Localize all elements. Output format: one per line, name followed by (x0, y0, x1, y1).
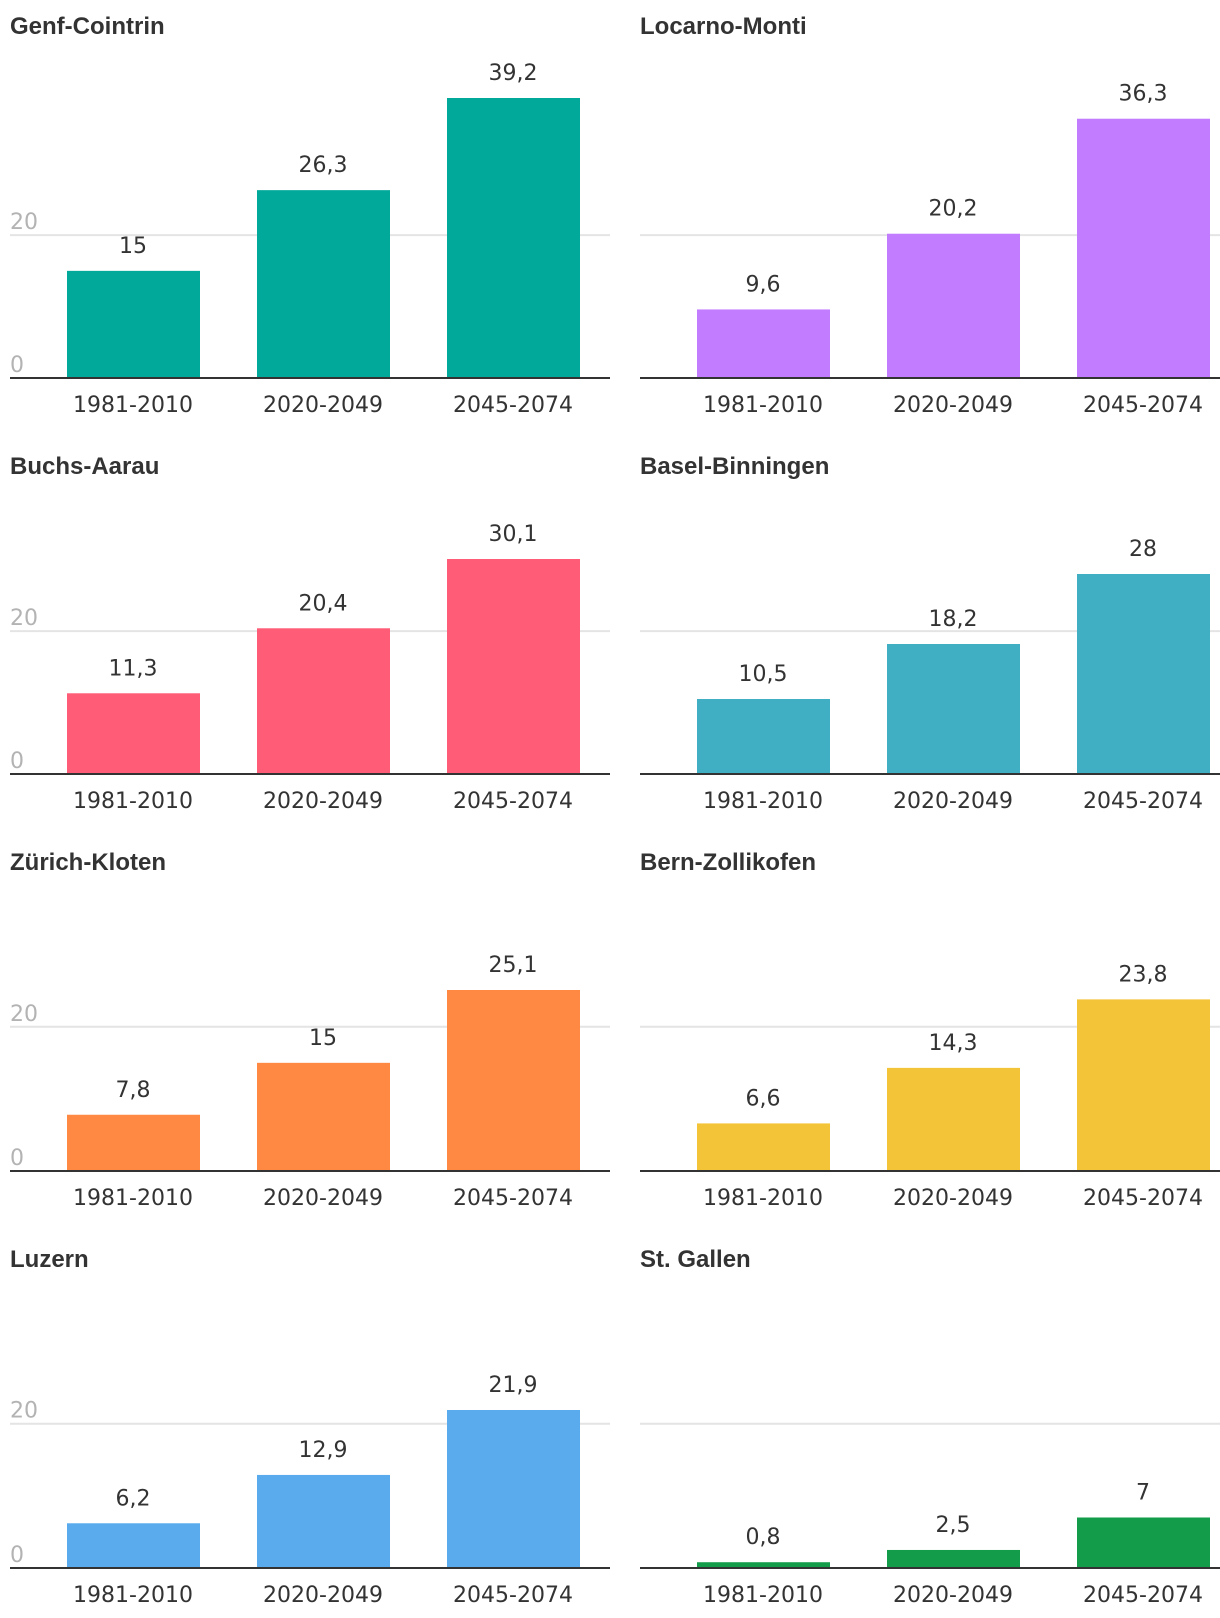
x-tick-label: 2020-2049 (263, 789, 383, 814)
panel-title: Genf-Cointrin (10, 13, 165, 40)
chart-panel-6: Bern-Zollikofen 6,6 1981-2010 14,3 2020-2049… (640, 849, 1220, 1211)
x-tick-label: 1981-2010 (73, 1186, 193, 1211)
bar-2020-2049 (887, 233, 1020, 378)
x-tick-label: 2045-2074 (1083, 1583, 1203, 1608)
x-tick-label: 2045-2074 (1083, 789, 1203, 814)
x-tick-label: 2020-2049 (263, 393, 383, 418)
y-tick-label: 20 (10, 606, 38, 631)
bar-2020-2049 (887, 1549, 1020, 1568)
x-tick-label: 2020-2049 (263, 1583, 383, 1608)
bar-2045-2074 (447, 559, 580, 774)
x-tick-label: 2045-2074 (453, 393, 573, 418)
bar-1981-2010 (67, 270, 200, 378)
x-tick-label: 2045-2074 (1083, 393, 1203, 418)
data-label: 21,9 (489, 1373, 538, 1398)
panel-title: Luzern (10, 1246, 89, 1273)
data-label: 15 (309, 1026, 337, 1051)
x-tick-label: 2045-2074 (453, 1583, 573, 1608)
bar-2045-2074 (1077, 1517, 1210, 1568)
data-label: 28 (1129, 537, 1157, 562)
x-tick-label: 1981-2010 (703, 1583, 823, 1608)
bar-1981-2010 (67, 1523, 200, 1568)
x-tick-label: 2045-2074 (453, 1186, 573, 1211)
panel-title: Zürich-Kloten (10, 849, 166, 876)
panel-title: Bern-Zollikofen (640, 849, 816, 876)
chart-panel-3: Buchs-Aarau 0 20 11,3 1981-2010 20,4 2020-2049… (10, 453, 610, 814)
panel-title: Basel-Binningen (640, 453, 829, 480)
x-tick-label: 2045-2074 (453, 789, 573, 814)
data-label: 9,6 (746, 272, 781, 297)
data-label: 23,8 (1119, 962, 1168, 987)
bar-2045-2074 (447, 990, 580, 1171)
panel-title: St. Gallen (640, 1246, 751, 1273)
data-label: 30,1 (489, 522, 538, 547)
x-tick-label: 2020-2049 (893, 393, 1013, 418)
x-tick-label: 2020-2049 (893, 1583, 1013, 1608)
y-tick-label: 20 (10, 210, 38, 235)
x-tick-label: 1981-2010 (73, 1583, 193, 1608)
data-label: 26,3 (299, 153, 348, 178)
bar-2045-2074 (1077, 574, 1210, 774)
chart-panel-5: Zürich-Kloten 0 20 7,8 1981-2010 15 2020-2049 2… (10, 849, 610, 1211)
y-tick-label: 20 (10, 1399, 38, 1424)
data-label: 20,4 (299, 591, 348, 616)
x-tick-label: 1981-2010 (73, 789, 193, 814)
data-label: 0,8 (746, 1525, 781, 1550)
bar-1981-2010 (697, 1562, 830, 1568)
data-label: 2,5 (936, 1513, 971, 1538)
x-tick-label: 1981-2010 (703, 393, 823, 418)
data-label: 39,2 (489, 61, 538, 86)
bar-1981-2010 (697, 1123, 830, 1171)
y-tick-label: 0 (10, 749, 24, 774)
chart-panel-2: Locarno-Monti 9,6 1981-2010 20,2 2020-2049 36… (640, 13, 1220, 418)
bar-2020-2049 (257, 628, 390, 774)
panel-title: Locarno-Monti (640, 13, 807, 40)
bar-2045-2074 (1077, 118, 1210, 378)
x-tick-label: 1981-2010 (703, 789, 823, 814)
chart-panel-7: Luzern 0 20 6,2 1981-2010 12,9 2020-2049 21,9 20… (10, 1246, 610, 1608)
data-label: 18,2 (929, 607, 978, 632)
bar-2020-2049 (257, 1474, 390, 1568)
bar-1981-2010 (697, 309, 830, 378)
chart-panel-1: Genf-Cointrin 0 20 15 1981-2010 26,3 2020-2049… (10, 13, 610, 418)
x-tick-label: 2020-2049 (893, 789, 1013, 814)
bar-1981-2010 (67, 1114, 200, 1171)
bar-2020-2049 (257, 190, 390, 378)
y-tick-label: 0 (10, 1543, 24, 1568)
bar-2045-2074 (447, 98, 580, 378)
bar-2020-2049 (257, 1062, 390, 1171)
data-label: 12,9 (299, 1438, 348, 1463)
bar-1981-2010 (697, 699, 830, 774)
bar-2045-2074 (447, 1410, 580, 1568)
data-label: 20,2 (929, 197, 978, 222)
data-label: 25,1 (489, 953, 538, 978)
chart-panel-8: St. Gallen 0,8 1981-2010 2,5 2020-2049 7 2045-… (640, 1246, 1220, 1608)
y-tick-label: 20 (10, 1002, 38, 1027)
data-label: 7 (1136, 1480, 1150, 1505)
x-tick-label: 2020-2049 (263, 1186, 383, 1211)
bar-2020-2049 (887, 644, 1020, 774)
x-tick-label: 1981-2010 (73, 393, 193, 418)
y-tick-label: 0 (10, 1146, 24, 1171)
y-tick-label: 0 (10, 353, 24, 378)
bar-2045-2074 (1077, 999, 1210, 1171)
data-label: 10,5 (739, 662, 788, 687)
x-tick-label: 2020-2049 (893, 1186, 1013, 1211)
x-tick-label: 1981-2010 (703, 1186, 823, 1211)
chart-panel-4: Basel-Binningen 10,5 1981-2010 18,2 2020-204… (640, 453, 1220, 814)
data-label: 36,3 (1119, 82, 1168, 107)
bar-2020-2049 (887, 1067, 1020, 1171)
data-label: 15 (119, 234, 147, 259)
data-label: 6,2 (116, 1486, 151, 1511)
panel-title: Buchs-Aarau (10, 453, 159, 480)
data-label: 6,6 (746, 1086, 781, 1111)
data-label: 11,3 (109, 656, 158, 681)
x-tick-label: 2045-2074 (1083, 1186, 1203, 1211)
data-label: 7,8 (116, 1078, 151, 1103)
bar-1981-2010 (67, 693, 200, 774)
data-label: 14,3 (929, 1031, 978, 1056)
